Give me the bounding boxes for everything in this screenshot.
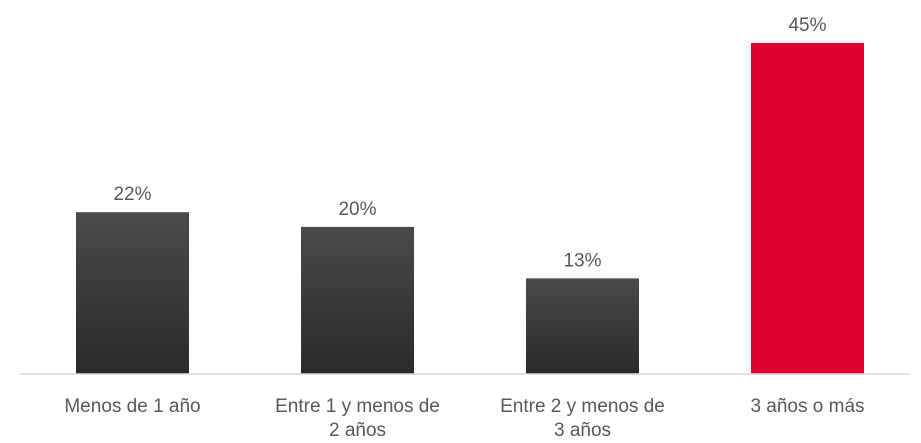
category-labels-group: Menos de 1 año Entre 1 y menos de 2 añosEn… xyxy=(64,396,864,441)
value-label-2: 13% xyxy=(563,250,601,271)
category-label-line: 3 años xyxy=(554,420,611,441)
category-label-1: Entre 1 y menos de 2 años xyxy=(275,396,440,441)
bar-2 xyxy=(526,278,639,374)
category-label-0: Menos de 1 año xyxy=(64,396,200,417)
category-label-3: 3 años o más xyxy=(750,396,864,417)
value-labels-group: 22% 20% 13% 45% xyxy=(113,15,826,271)
category-label-2: Entre 2 y menos de 3 años xyxy=(500,396,665,441)
category-label-line: 2 años xyxy=(329,420,386,441)
bar-1 xyxy=(301,226,414,374)
category-label-line: Entre 1 y menos de xyxy=(275,396,440,417)
value-label-0: 22% xyxy=(113,184,151,205)
bar-3 xyxy=(751,43,864,374)
category-label-line: Menos de 1 año xyxy=(64,396,200,417)
bars-group xyxy=(76,43,864,374)
category-label-line: Entre 2 y menos de xyxy=(500,396,665,417)
value-label-3: 45% xyxy=(788,15,826,36)
value-label-1: 20% xyxy=(338,199,376,220)
category-label-line: 3 años o más xyxy=(750,396,864,417)
bar-0 xyxy=(76,212,189,374)
